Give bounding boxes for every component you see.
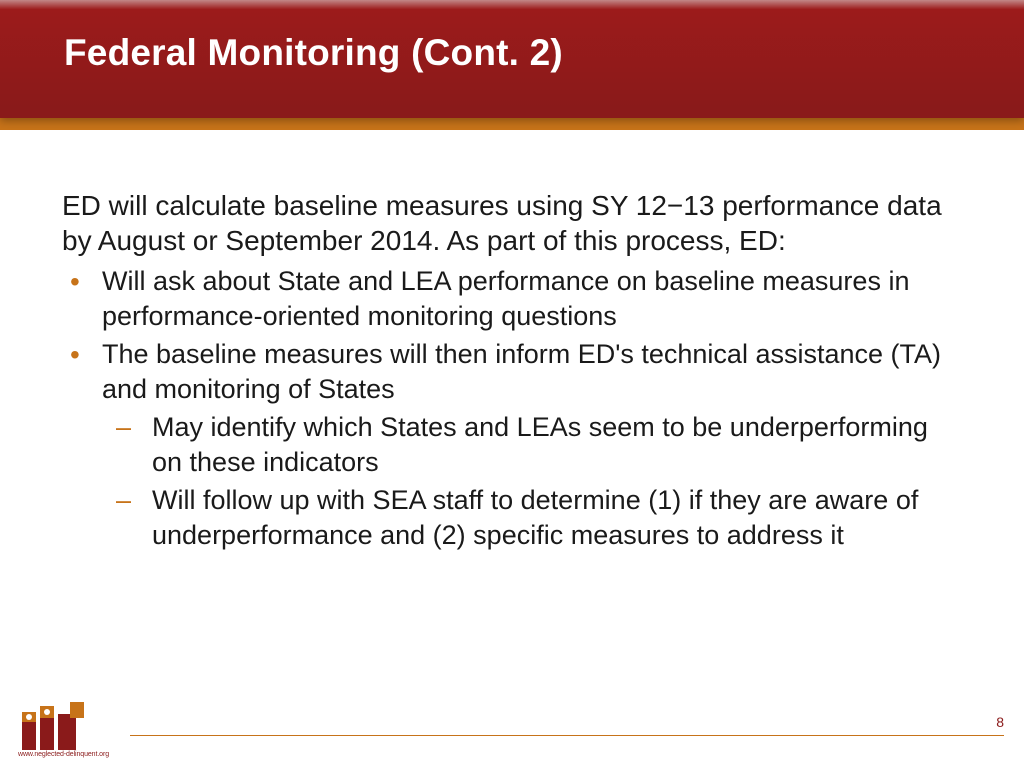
list-item: Will ask about State and LEA performance… (62, 264, 962, 333)
slide: Federal Monitoring (Cont. 2) ED will cal… (0, 0, 1024, 768)
sub-bullet-text: Will follow up with SEA staff to determi… (152, 485, 918, 550)
logo-url: www.neglected-delinquent.org (18, 751, 109, 758)
logo-icon (18, 702, 128, 758)
bullet-text: The baseline measures will then inform E… (102, 339, 941, 404)
intro-paragraph: ED will calculate baseline measures usin… (62, 188, 962, 258)
list-item: May identify which States and LEAs seem … (102, 410, 962, 479)
slide-title: Federal Monitoring (Cont. 2) (64, 32, 563, 74)
header-bar: Federal Monitoring (Cont. 2) (0, 0, 1024, 118)
bullet-list: Will ask about State and LEA performance… (62, 264, 962, 552)
org-logo: www.neglected-delinquent.org (18, 702, 128, 758)
sub-bullet-text: May identify which States and LEAs seem … (152, 412, 928, 477)
content-area: ED will calculate baseline measures usin… (62, 188, 962, 556)
footer-divider (130, 735, 1004, 736)
list-item: Will follow up with SEA staff to determi… (102, 483, 962, 552)
accent-bar (0, 118, 1024, 130)
page-number: 8 (996, 714, 1004, 730)
list-item: The baseline measures will then inform E… (62, 337, 962, 552)
sub-bullet-list: May identify which States and LEAs seem … (102, 410, 962, 552)
bullet-text: Will ask about State and LEA performance… (102, 266, 909, 331)
